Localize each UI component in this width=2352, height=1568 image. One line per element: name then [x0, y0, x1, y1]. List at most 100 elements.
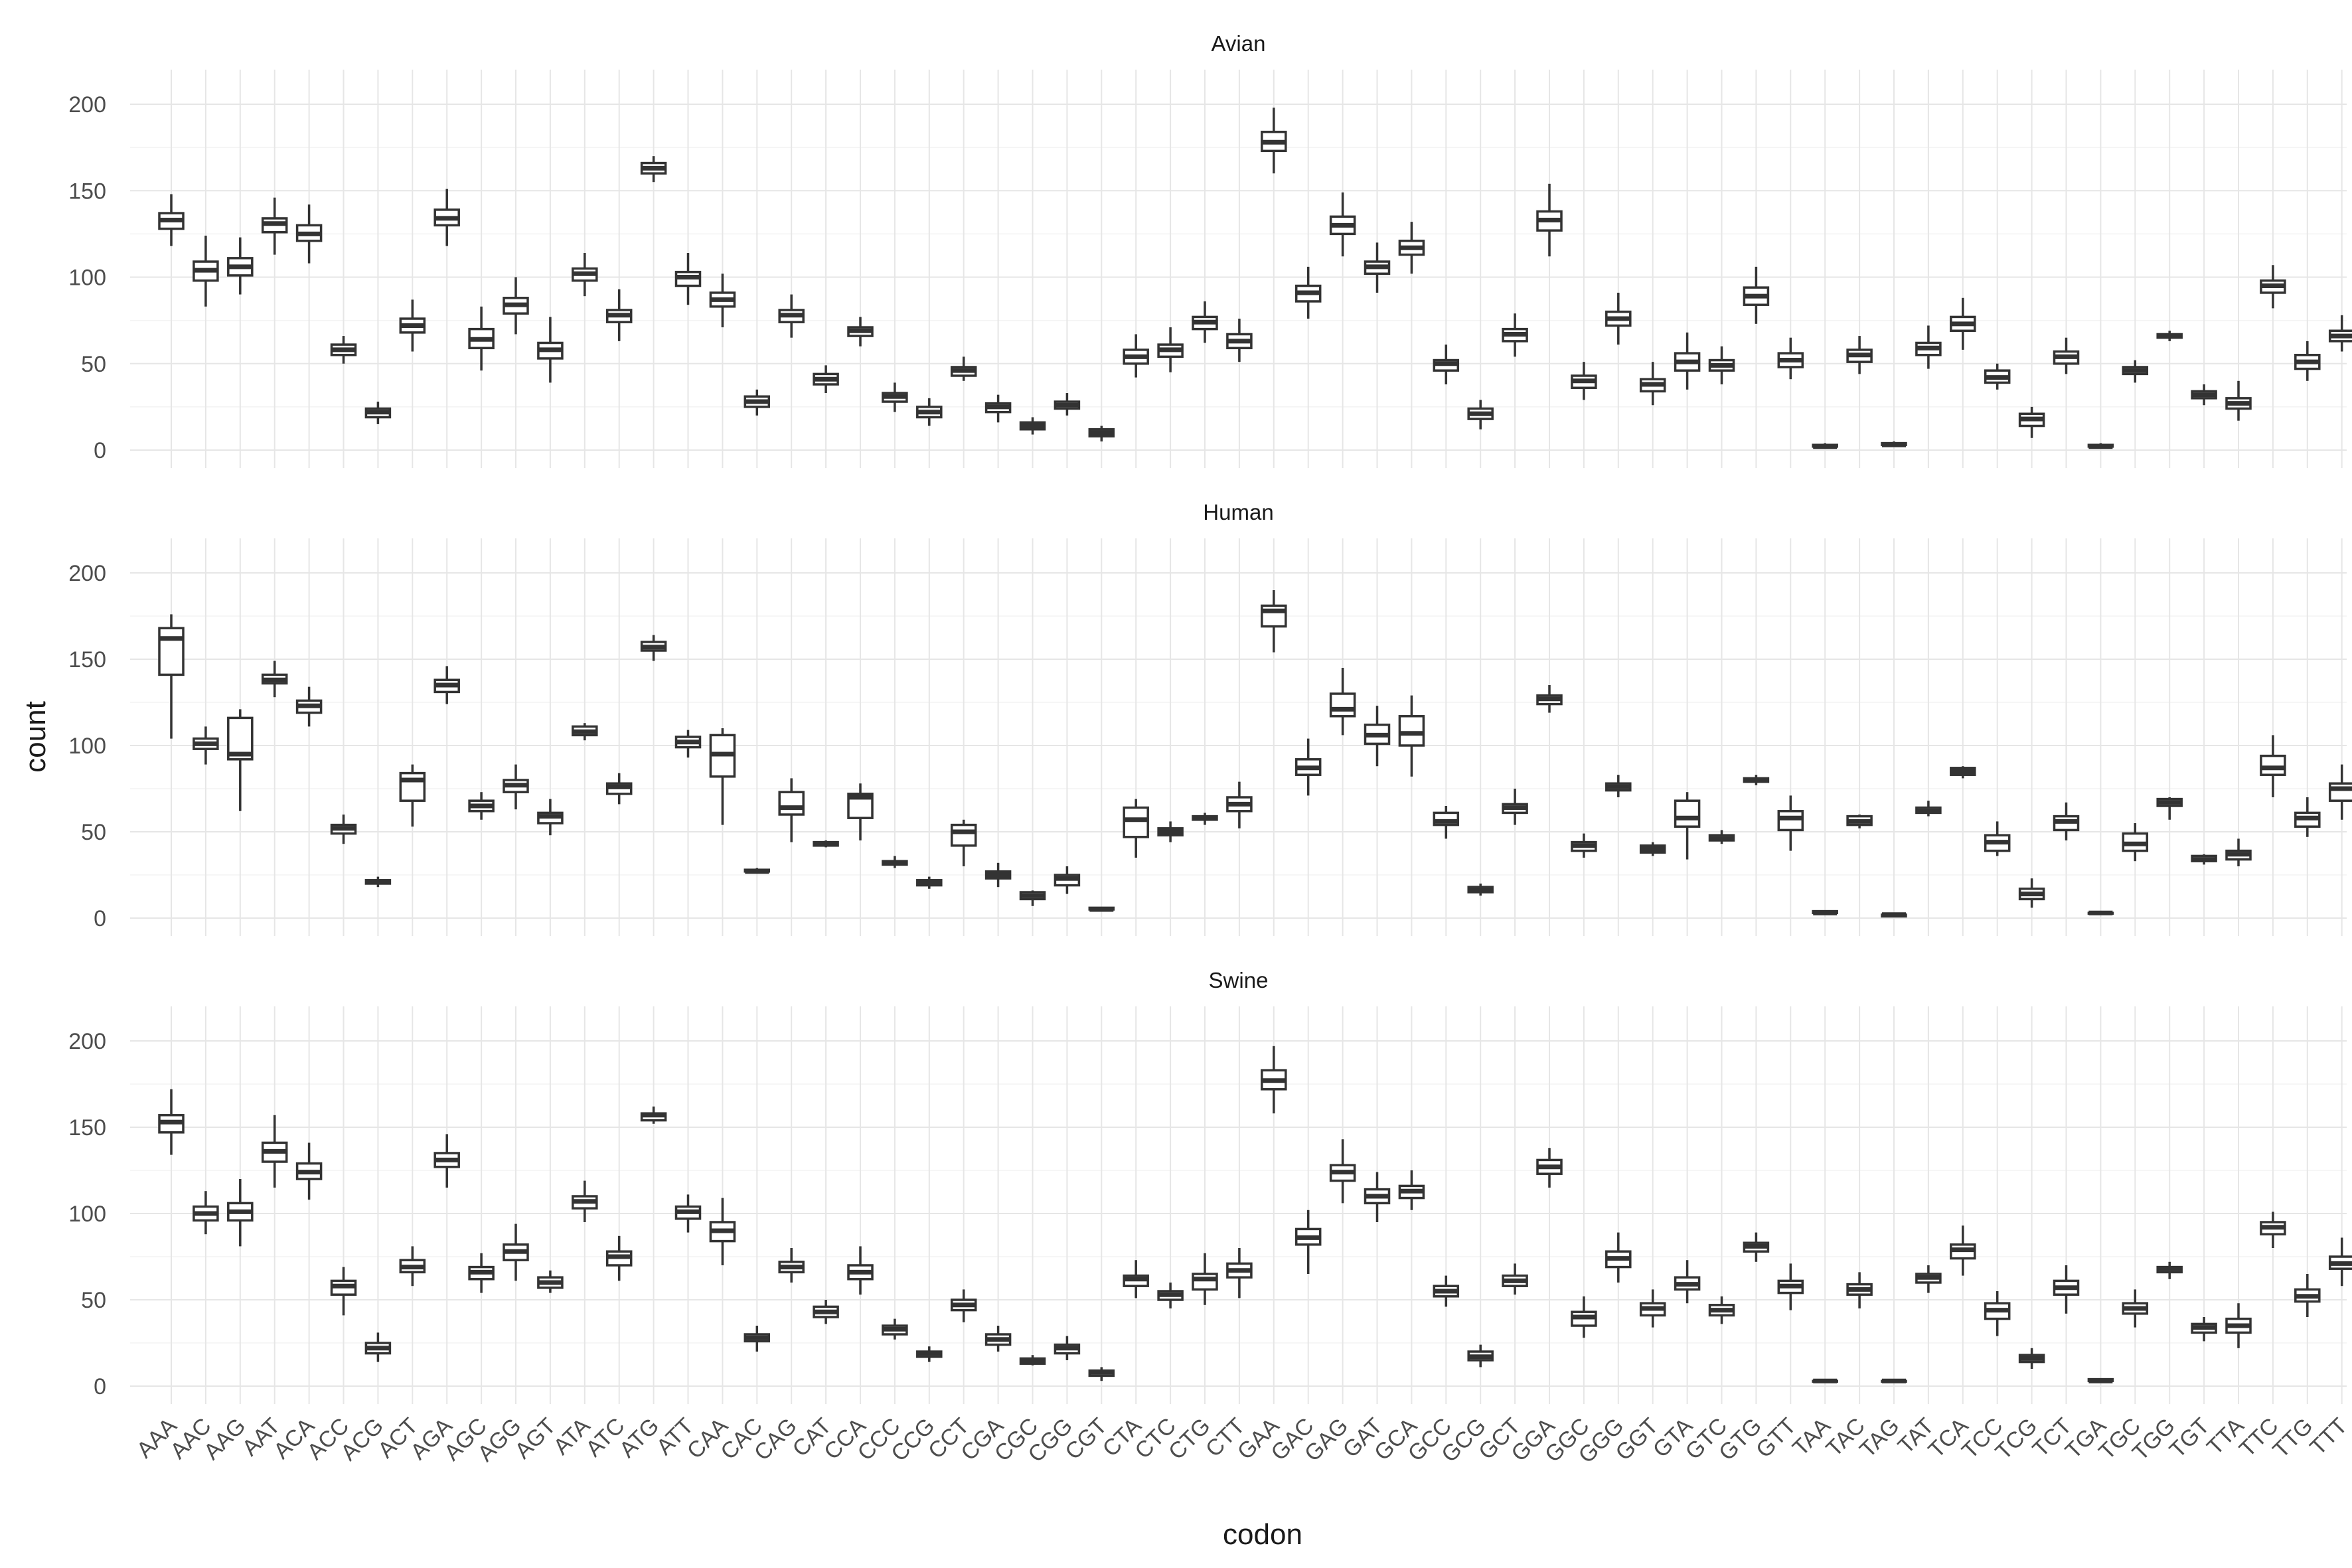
- box-aga: [433, 1134, 460, 1188]
- box-tgt: [2191, 1317, 2217, 1342]
- box-ttt: [2328, 315, 2352, 352]
- box-ccg: [916, 876, 943, 889]
- box-acg: [364, 402, 392, 424]
- box-act: [399, 1246, 426, 1287]
- box-agt: [537, 317, 564, 383]
- box-cat: [813, 1300, 839, 1324]
- box-ggt: [1639, 842, 1666, 856]
- box-act: [399, 764, 426, 827]
- box-cac: [744, 1326, 771, 1352]
- box-ttg: [2294, 797, 2321, 837]
- box-aga: [433, 666, 460, 704]
- box-gga: [1536, 183, 1563, 257]
- box-taa: [1812, 443, 1838, 449]
- box-ggg: [1605, 1232, 1632, 1283]
- box-atg: [640, 635, 667, 661]
- box-ttg: [2294, 1274, 2321, 1317]
- box-caa: [709, 274, 736, 328]
- box-tgt: [2191, 854, 2217, 865]
- box-gaa: [1261, 1046, 1287, 1114]
- box-gga: [1536, 685, 1563, 713]
- box-ctg: [1192, 813, 1218, 825]
- box-gtg: [1743, 1232, 1770, 1262]
- y-tick-label: 200: [68, 1029, 106, 1054]
- box-acc: [330, 336, 357, 364]
- box-gca: [1398, 695, 1425, 777]
- box-aaa: [158, 614, 185, 739]
- box-gtc: [1708, 346, 1735, 385]
- box-gga: [1536, 1148, 1563, 1188]
- box-acg: [364, 876, 392, 888]
- facet-title: Swine: [1209, 968, 1269, 992]
- box-ggc: [1571, 1296, 1597, 1338]
- box-gcg: [1467, 400, 1494, 430]
- box-tta: [2225, 1303, 2252, 1348]
- box-agt: [537, 1270, 564, 1293]
- box-gag: [1329, 668, 1356, 736]
- box-tca: [1950, 1225, 1976, 1276]
- x-axis-title: codon: [1223, 1518, 1302, 1551]
- box-ctc: [1157, 821, 1184, 842]
- box-tac: [1846, 336, 1873, 374]
- box-gcg: [1467, 884, 1494, 896]
- box-agc: [468, 1253, 495, 1293]
- facet-title: Avian: [1212, 31, 1266, 56]
- box-cat: [813, 365, 839, 394]
- box-gtt: [1777, 337, 1804, 380]
- y-tick-label: 150: [68, 647, 106, 672]
- box-cgg: [1054, 866, 1081, 894]
- box-gca: [1398, 222, 1425, 274]
- box-gac: [1294, 1210, 1322, 1274]
- box-tat: [1915, 1265, 1942, 1293]
- box-tcg: [2018, 878, 2045, 908]
- box-acc: [330, 815, 357, 844]
- box-tcc: [1984, 1291, 2011, 1336]
- box-gtg: [1743, 266, 1770, 324]
- y-tick-label: 100: [68, 1202, 106, 1227]
- box-gac: [1294, 266, 1322, 319]
- box-agt: [537, 799, 564, 836]
- box-tca: [1950, 297, 1976, 350]
- box-ccc: [882, 1318, 908, 1340]
- box-aac: [193, 235, 219, 307]
- box-atc: [605, 289, 633, 341]
- iqr-box: [1398, 715, 1425, 747]
- box-gtg: [1743, 775, 1770, 785]
- box-agg: [503, 1223, 529, 1281]
- box-att: [674, 730, 702, 758]
- box-ttt: [2328, 1237, 2352, 1287]
- box-cga: [984, 1326, 1012, 1352]
- box-agc: [468, 792, 495, 820]
- box-gcc: [1433, 806, 1460, 839]
- y-tick-label: 0: [94, 1374, 106, 1399]
- box-tag: [1881, 441, 1907, 447]
- box-aag: [227, 709, 254, 811]
- box-cta: [1123, 1260, 1149, 1298]
- box-gat: [1364, 242, 1391, 293]
- box-tgg: [2156, 1261, 2183, 1279]
- box-tgc: [2122, 1289, 2149, 1328]
- box-ggt: [1639, 362, 1666, 406]
- box-cct: [950, 819, 977, 866]
- box-acc: [330, 1267, 357, 1316]
- x-tick-label: TTT: [2305, 1413, 2352, 1460]
- box-aaa: [158, 1089, 185, 1155]
- box-ctt: [1226, 1248, 1253, 1298]
- box-tcg: [2018, 1348, 2045, 1369]
- box-ccc: [882, 382, 908, 412]
- box-agc: [468, 306, 495, 371]
- box-gac: [1294, 738, 1322, 796]
- y-tick-label: 150: [68, 179, 106, 204]
- box-tga: [2087, 443, 2114, 449]
- y-tick-label: 50: [81, 1288, 106, 1313]
- y-tick-label: 0: [94, 438, 106, 463]
- box-ctc: [1157, 327, 1184, 372]
- box-cca: [847, 1246, 874, 1295]
- box-atc: [605, 773, 633, 805]
- iqr-box: [778, 791, 805, 816]
- box-tcc: [1984, 821, 2011, 856]
- box-tag: [1881, 1378, 1907, 1383]
- box-cca: [847, 783, 874, 840]
- box-aga: [433, 189, 460, 246]
- y-axis-title: count: [19, 701, 52, 773]
